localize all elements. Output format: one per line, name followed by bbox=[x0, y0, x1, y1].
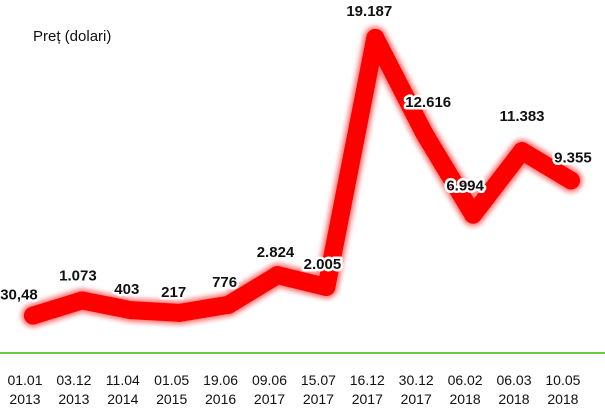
data-label: 403 bbox=[114, 281, 139, 298]
x-tick-label: 19.06 2016 bbox=[203, 372, 238, 407]
y-axis-label: Preț (dolari) bbox=[33, 28, 112, 45]
x-tick-label: 11.04 2014 bbox=[106, 372, 140, 407]
x-tick-label: 16.12 2017 bbox=[350, 372, 385, 407]
data-point bbox=[72, 291, 91, 310]
data-label: 2.005 bbox=[304, 256, 342, 273]
data-point bbox=[366, 29, 385, 47]
x-tick-label: 30.12 2017 bbox=[399, 372, 434, 407]
x-tick-label: 03.12 2013 bbox=[56, 372, 91, 407]
data-point bbox=[24, 306, 42, 325]
data-point bbox=[170, 303, 189, 322]
data-label: 9.355 bbox=[554, 149, 592, 166]
x-tick-label: 09.06 2017 bbox=[252, 372, 287, 407]
data-point bbox=[268, 266, 287, 285]
data-point bbox=[513, 142, 531, 161]
x-tick-label: 01.05 2015 bbox=[154, 372, 189, 407]
data-point bbox=[415, 124, 434, 143]
data-label: 2.824 bbox=[257, 244, 295, 261]
data-label: 776 bbox=[212, 274, 237, 291]
data-label: 30,48 bbox=[0, 287, 38, 304]
data-point bbox=[464, 205, 483, 224]
data-label: 6.994 bbox=[446, 178, 484, 195]
data-point bbox=[219, 295, 238, 314]
data-point bbox=[317, 277, 336, 296]
data-label: 19.187 bbox=[346, 3, 392, 20]
x-tick-label: 06.03 2018 bbox=[496, 372, 531, 407]
data-point bbox=[121, 301, 140, 320]
x-tick-label: 10.05 2018 bbox=[545, 372, 580, 407]
x-tick-label: 06.02 2018 bbox=[448, 372, 483, 407]
data-label: 1.073 bbox=[59, 267, 97, 284]
x-tick-label: 15.07 2017 bbox=[301, 372, 336, 407]
x-tick-label: 01.01 2013 bbox=[7, 372, 42, 407]
data-point bbox=[561, 171, 580, 190]
data-label: 11.383 bbox=[499, 108, 544, 125]
data-label: 12.616 bbox=[405, 94, 451, 111]
data-label: 217 bbox=[161, 284, 186, 301]
